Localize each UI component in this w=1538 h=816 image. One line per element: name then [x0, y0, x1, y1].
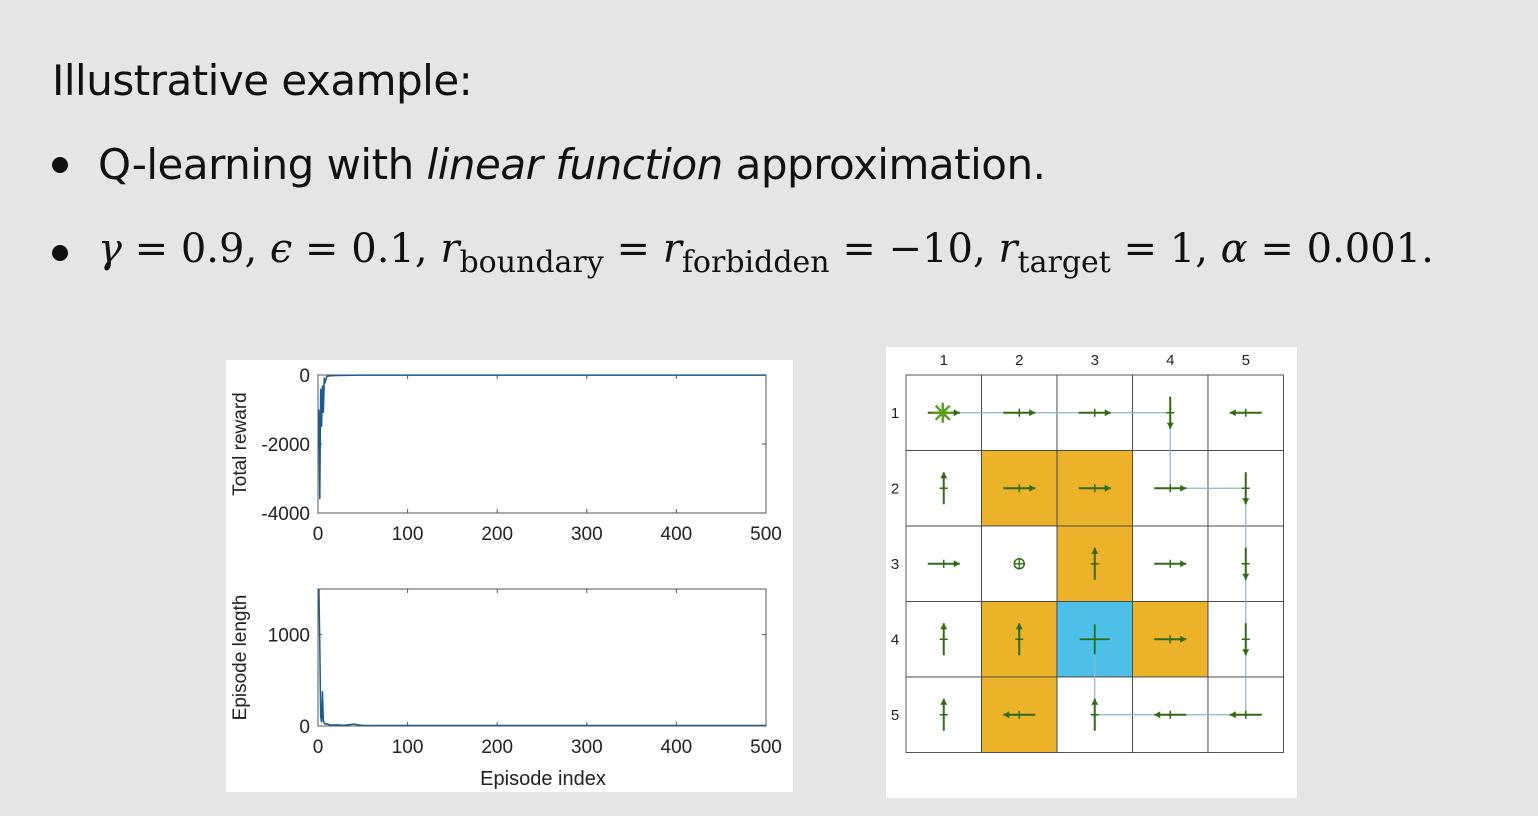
arrow-head — [1166, 422, 1174, 429]
gridworld-svg: 1 2 3 4 5 1 2 3 4 5 — [891, 352, 1284, 753]
y-axis-label: Total reward — [230, 392, 251, 496]
bullet1-pre: Q-learning with — [98, 140, 427, 189]
y-axis-label: Episode length — [230, 595, 251, 721]
x-tick-label: 0 — [313, 737, 324, 758]
slide-heading: Illustrative example: — [52, 56, 473, 105]
r-forbidden-symbol: r — [662, 226, 682, 272]
y-tick-label: 0 — [299, 366, 310, 387]
x-tick-label: 300 — [571, 524, 603, 545]
start-marker-ray — [934, 404, 951, 421]
x-axis-label: Episode index — [480, 768, 606, 790]
arrow-head — [953, 560, 960, 568]
alpha-symbol: α — [1220, 226, 1248, 272]
x-tick-label: 300 — [571, 737, 603, 758]
x-tick-label: 200 — [481, 737, 513, 758]
bullet1-text: Q-learning with linear function approxim… — [98, 140, 1046, 189]
parameter-formula: γ = 0.9, ϵ = 0.1, rboundary = rforbidden… — [98, 226, 1434, 280]
arrow-head — [1029, 484, 1036, 492]
column-label: 2 — [1015, 352, 1023, 369]
row-label: 4 — [891, 631, 899, 648]
x-tick-label: 500 — [750, 524, 782, 545]
arrow-head — [1104, 409, 1111, 417]
column-label: 3 — [1091, 352, 1099, 369]
x-tick-label: 200 — [481, 524, 513, 545]
arrow-head — [953, 409, 960, 417]
alpha-value: = 0.001. — [1247, 226, 1434, 272]
gridworld-panel: 1 2 3 4 5 1 2 3 4 5 — [886, 347, 1297, 798]
y-tick-label: -2000 — [261, 435, 310, 456]
arrow-head — [1104, 484, 1111, 492]
bullet-q-learning: Q-learning with linear function approxim… — [52, 140, 1046, 189]
r-forbidden-value: = −10, — [829, 226, 999, 272]
r-forbidden-subscript: forbidden — [681, 245, 830, 280]
r-target-symbol: r — [998, 226, 1018, 272]
training-plots-panel: 0 100 200 300 400 500 0 -2000 -4000 Total reward 0… — [226, 360, 793, 792]
bullet1-post: approximation. — [722, 140, 1046, 189]
arrow-head — [1091, 547, 1099, 554]
plot-frame-1 — [317, 374, 767, 514]
epsilon-symbol: ϵ — [269, 226, 293, 272]
arrow-head — [1242, 573, 1250, 580]
series-line-2 — [318, 588, 766, 727]
column-label: 1 — [940, 352, 948, 369]
arrow-head — [940, 623, 948, 630]
arrow-head — [1180, 635, 1187, 643]
bullet1-italic: linear function — [426, 140, 724, 189]
gamma-value: = 0.9, — [121, 226, 270, 272]
row-label: 3 — [891, 556, 899, 573]
r-boundary-subscript: boundary — [459, 245, 604, 280]
r-boundary-symbol: r — [440, 226, 460, 272]
bullet-dot — [52, 156, 68, 173]
x-tick-label: 100 — [392, 524, 424, 545]
plot-frame-2 — [317, 588, 767, 727]
x-tick-label: 400 — [661, 524, 693, 545]
x-tick-label: 500 — [750, 737, 782, 758]
equals-sign: = — [603, 226, 663, 272]
y-tick-label: 0 — [299, 717, 310, 738]
arrow-head — [1154, 711, 1161, 719]
arrow-head — [1029, 409, 1036, 417]
y-tick-label: 1000 — [268, 626, 310, 647]
column-label: 5 — [1242, 352, 1250, 369]
row-label: 5 — [891, 707, 899, 724]
row-label: 2 — [891, 480, 899, 497]
arrow-head — [1180, 560, 1187, 568]
arrow-head — [1180, 484, 1187, 492]
training-plots-svg: 0 100 200 300 400 500 0 -2000 -4000 Total reward 0… — [230, 366, 782, 790]
arrow-head — [940, 698, 948, 705]
arrow-head — [940, 472, 948, 479]
x-tick-label: 0 — [313, 524, 324, 545]
bullet-dot — [52, 245, 68, 261]
bullet-parameters: γ = 0.9, ϵ = 0.1, rboundary = rforbidden… — [52, 226, 1434, 280]
x-tick-label: 400 — [661, 737, 693, 758]
arrow-head — [1229, 409, 1236, 417]
arrow-head — [1242, 649, 1250, 656]
arrow-head — [1003, 711, 1010, 719]
column-label: 4 — [1166, 352, 1174, 369]
r-target-subscript: target — [1017, 245, 1111, 280]
y-tick-label: -4000 — [261, 504, 310, 525]
row-label: 1 — [891, 405, 899, 422]
epsilon-value: = 0.1, — [292, 226, 441, 272]
gamma-symbol: γ — [98, 226, 122, 272]
r-target-value: = 1, — [1110, 226, 1221, 272]
arrow-head — [1091, 698, 1099, 705]
x-tick-label: 100 — [392, 737, 424, 758]
arrow-head — [1242, 498, 1250, 505]
arrow-head — [1015, 623, 1023, 630]
series-line-1 — [318, 374, 766, 500]
arrow-head — [1229, 711, 1236, 719]
